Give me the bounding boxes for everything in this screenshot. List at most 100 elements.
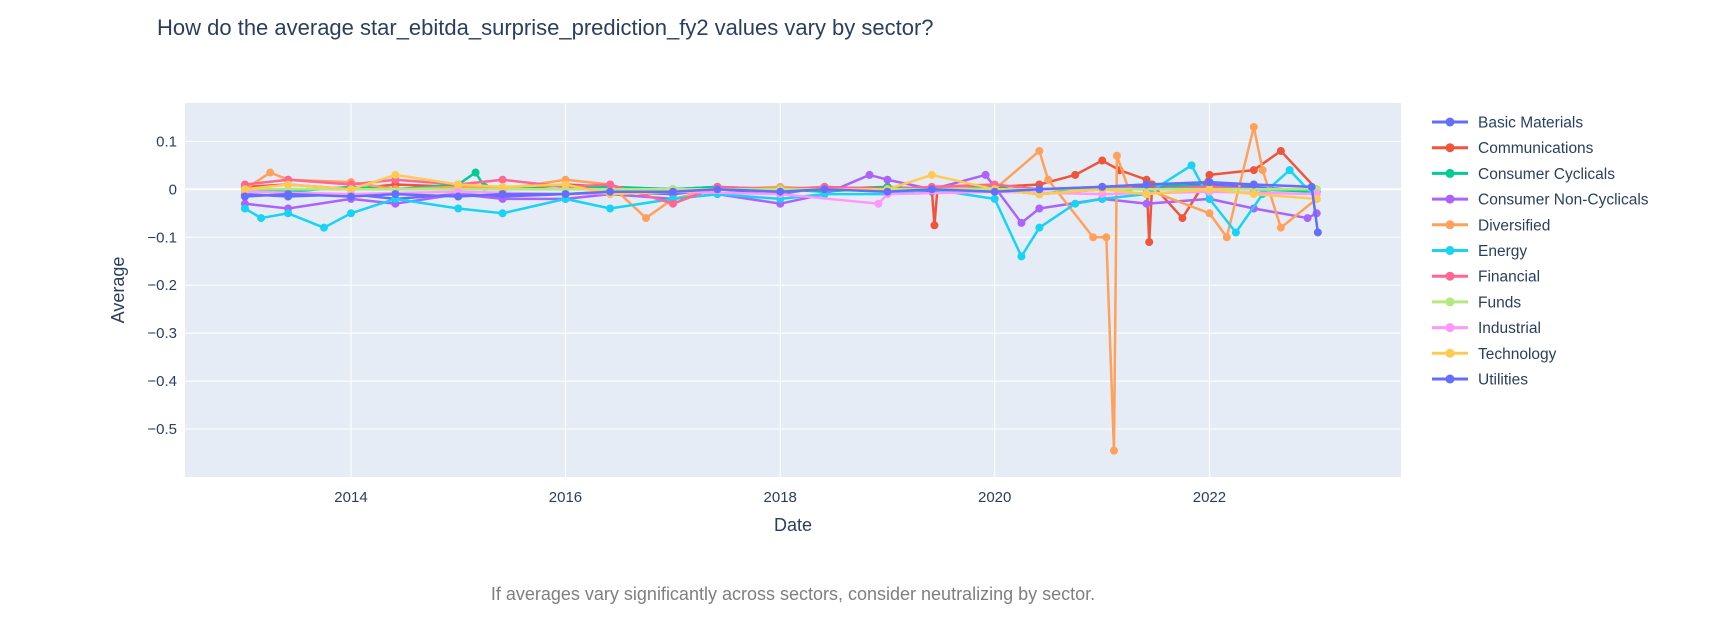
legend-item[interactable]: Industrial	[1432, 320, 1541, 337]
data-point	[1258, 166, 1267, 175]
data-point	[668, 199, 677, 208]
data-point	[606, 204, 615, 213]
legend-marker	[1445, 168, 1455, 178]
legend-label: Technology	[1478, 346, 1557, 363]
legend-marker	[1445, 348, 1455, 358]
legend-marker	[1445, 246, 1455, 255]
data-point	[1222, 233, 1231, 242]
data-point	[1017, 218, 1026, 227]
data-point	[1035, 185, 1044, 194]
data-point	[1205, 185, 1214, 194]
legend-label: Industrial	[1478, 320, 1541, 337]
chart-title: How do the average star_ebitda_surprise_…	[157, 15, 934, 40]
data-point	[346, 192, 355, 201]
legend-item[interactable]: Utilities	[1432, 372, 1528, 389]
data-point	[883, 187, 892, 196]
legend[interactable]: Basic Materials Communications Consumer Cy…	[1432, 115, 1649, 389]
data-point	[319, 223, 328, 232]
legend-item[interactable]: Diversified	[1432, 217, 1550, 234]
data-point	[1249, 166, 1258, 175]
data-point	[1071, 199, 1080, 208]
legend-label: Financial	[1478, 269, 1540, 286]
data-point	[1044, 175, 1053, 184]
legend-marker	[1445, 271, 1455, 281]
data-point	[471, 168, 480, 177]
legend-item[interactable]: Consumer Cyclicals	[1432, 166, 1615, 183]
legend-label: Utilities	[1478, 372, 1528, 389]
y-axis-title: Average	[108, 257, 128, 324]
x-tick-label: 2022	[1193, 489, 1226, 506]
data-point	[1102, 233, 1111, 242]
data-point	[284, 180, 293, 189]
data-point	[391, 190, 400, 199]
data-point	[1285, 166, 1294, 175]
data-point	[820, 185, 829, 194]
legend-item[interactable]: Energy	[1432, 243, 1527, 260]
data-point	[981, 170, 990, 179]
data-point	[1142, 190, 1151, 199]
data-point	[346, 209, 355, 218]
legend-label: Consumer Cyclicals	[1478, 166, 1615, 183]
data-point	[1205, 209, 1214, 218]
data-point	[284, 209, 293, 218]
legend-item[interactable]: Technology	[1432, 346, 1557, 363]
data-point	[1178, 214, 1187, 223]
data-point	[1276, 146, 1285, 155]
data-point	[1205, 178, 1214, 187]
data-point	[641, 214, 650, 223]
legend-marker	[1445, 323, 1455, 333]
data-point	[454, 204, 463, 213]
legend-label: Funds	[1478, 294, 1521, 311]
y-tick-label: 0.1	[156, 133, 177, 150]
data-point	[266, 168, 275, 177]
legend-marker	[1445, 374, 1455, 384]
data-point	[346, 185, 355, 194]
data-point	[1142, 180, 1151, 189]
data-point	[668, 187, 677, 196]
data-point	[1187, 161, 1196, 170]
y-tick-label: 0	[169, 181, 177, 198]
legend-item[interactable]: Financial	[1432, 269, 1540, 286]
data-point	[257, 214, 266, 223]
data-point	[1142, 199, 1151, 208]
legend-item[interactable]: Communications	[1432, 140, 1594, 157]
data-point	[1098, 182, 1107, 191]
legend-item[interactable]: Consumer Non-Cyclicals	[1432, 192, 1649, 209]
x-tick-label: 2016	[549, 489, 582, 506]
data-point	[240, 204, 249, 213]
data-point	[454, 192, 463, 201]
data-point	[498, 175, 507, 184]
data-point	[1109, 446, 1118, 455]
data-point	[776, 187, 785, 196]
data-point	[1249, 180, 1258, 189]
data-point	[240, 185, 249, 194]
legend-item[interactable]: Funds	[1432, 294, 1521, 311]
legend-marker	[1445, 117, 1455, 127]
data-point	[1089, 233, 1098, 242]
legend-label: Consumer Non-Cyclicals	[1478, 192, 1649, 209]
x-tick-label: 2020	[978, 489, 1011, 506]
data-point	[1205, 170, 1214, 179]
series-utilities	[240, 178, 1322, 237]
data-point	[454, 180, 463, 189]
y-tick-label: −0.2	[147, 277, 177, 294]
axis-ticks: 2014 2016 2018 2020 2022 0.1 0 −0.1 −0.2 −0.3 −0.4…	[147, 133, 1226, 506]
data-point	[927, 185, 936, 194]
legend-item[interactable]: Basic Materials	[1432, 115, 1583, 132]
series-line	[244, 190, 1317, 205]
data-point	[1145, 238, 1154, 247]
data-point	[1071, 170, 1080, 179]
data-point	[498, 209, 507, 218]
data-point	[1303, 214, 1312, 223]
data-point	[391, 170, 400, 179]
x-tick-label: 2014	[334, 489, 367, 506]
data-point	[930, 221, 939, 230]
plot-area	[185, 103, 1401, 477]
data-point	[1276, 223, 1285, 232]
data-point	[1098, 156, 1107, 165]
data-point	[990, 187, 999, 196]
y-tick-label: −0.5	[147, 421, 177, 438]
data-point	[606, 180, 615, 189]
data-point	[990, 194, 999, 203]
